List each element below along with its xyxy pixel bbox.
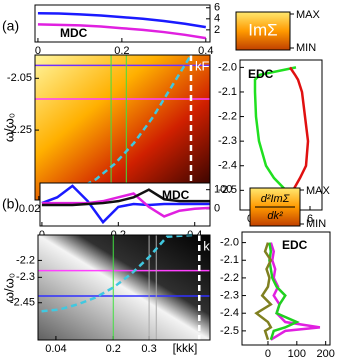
y-tick-label: -2.5: [218, 184, 237, 196]
x-tick-label: 0: [265, 348, 271, 360]
y-tick-label: 2: [214, 24, 220, 36]
colorbar: [235, 11, 291, 51]
edc-curve: [269, 242, 321, 341]
y-tick-label: -2.3: [220, 289, 239, 301]
frame: [241, 231, 331, 346]
edc-curve: [254, 242, 273, 341]
dispersion: [41, 233, 193, 313]
frame: [39, 182, 211, 227]
x-axis-label: [kkk]: [173, 341, 198, 355]
frame: [34, 4, 211, 43]
edc-curve: [253, 66, 297, 192]
x-tick-label: 0.2: [106, 343, 121, 355]
y-tick-label: -2.5: [220, 325, 239, 337]
y-axis-label: ω/ω₀: [1, 113, 16, 142]
y-tick-label: -2.2: [218, 110, 237, 122]
y-tick-label: -2.0: [218, 61, 237, 73]
chart-title: EDC: [282, 238, 308, 252]
chart-title: MDC: [60, 26, 88, 40]
panel-label: (a): [2, 18, 19, 34]
heatmap: [38, 235, 210, 340]
y-tick-label: -2.25: [7, 124, 32, 136]
mdc-curve: [37, 23, 206, 40]
y-tick-label: -2.45: [10, 297, 35, 309]
x-tick-label: 0.3: [141, 343, 156, 355]
y-tick-label: 6: [214, 2, 220, 14]
colorbar-label: ImΣ: [248, 20, 277, 39]
panel-label: (b): [2, 196, 19, 212]
colorbar-denominator: dk²: [267, 210, 283, 222]
y-tick-label: -2.4: [220, 307, 239, 319]
max-label: MAX: [296, 9, 321, 21]
y-tick-label: 100: [214, 184, 232, 196]
mdc-curve: [41, 184, 210, 225]
y-tick-label: -2.05: [7, 72, 32, 84]
colorbar-numerator: d²ImΣ: [261, 193, 290, 205]
y-tick-label: -2.1: [220, 254, 239, 266]
min-label: MIN: [296, 42, 316, 54]
min-label: MIN: [306, 218, 326, 230]
chart-title: MDC: [162, 188, 190, 202]
y-tick-label: 4: [214, 13, 220, 25]
y-tick-label: -2.2: [16, 254, 35, 266]
y-tick-label: -2.0: [220, 237, 239, 249]
y-tick-label: 0: [214, 203, 220, 215]
y-tick-label: -2.3: [218, 135, 237, 147]
mdc-curve: [41, 188, 210, 207]
chart-title: EDC: [248, 67, 274, 81]
x-tick-label: 6: [307, 213, 313, 225]
x-tick-label: 0.4: [198, 45, 213, 57]
mdc-curve: [41, 192, 211, 218]
kf-label: kF: [195, 58, 210, 73]
x-tick-label: 100: [288, 348, 306, 360]
edc-curve: [288, 66, 310, 191]
mdc-curve: [37, 12, 206, 29]
x-tick-label: 0.04: [45, 343, 66, 355]
heatmap: [35, 55, 210, 200]
x-tick-label: 0.2: [114, 45, 129, 57]
x-tick-label: 200: [316, 348, 334, 360]
frame: [37, 234, 211, 341]
y-tick-label: -2.3: [16, 271, 35, 283]
y-tick-label: -2.2: [220, 272, 239, 284]
y-axis-label: ω/ω₀: [1, 273, 16, 302]
x-tick-label: 0: [35, 45, 41, 57]
max-label: MAX: [306, 185, 331, 197]
y-tick-label: -2.4: [218, 160, 237, 172]
y-tick-label: -2.1: [218, 86, 237, 98]
